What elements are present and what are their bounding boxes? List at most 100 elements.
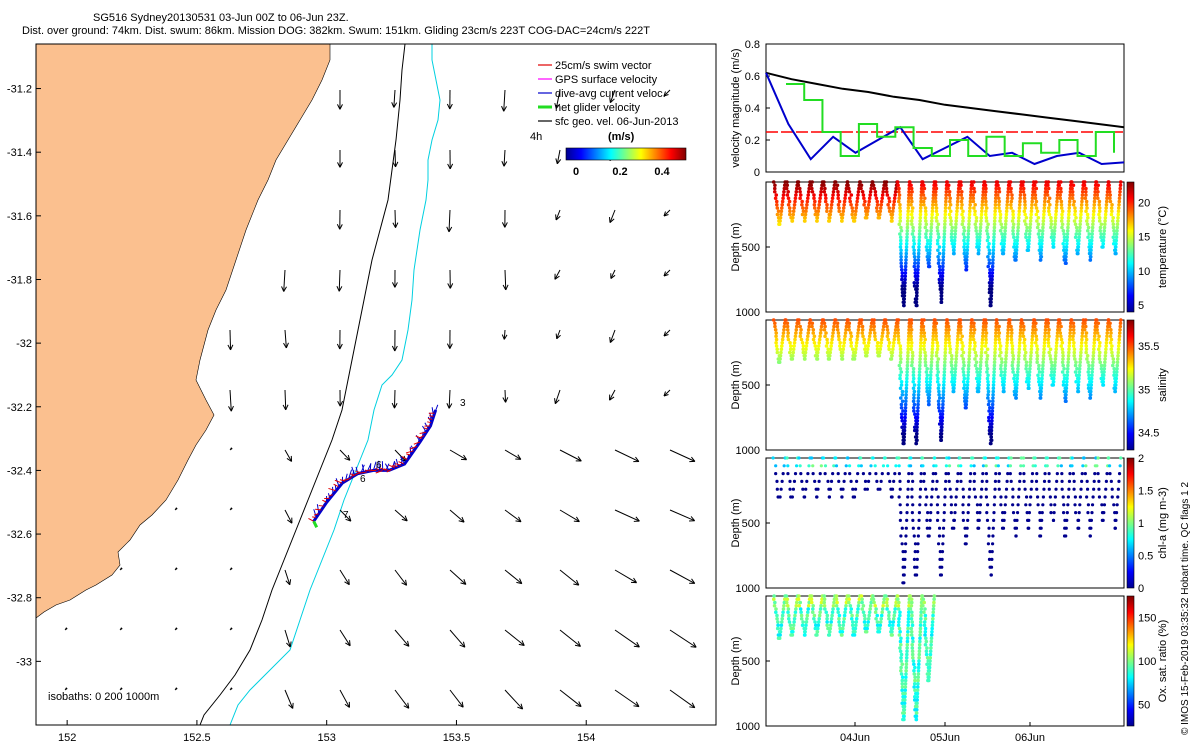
- profile-sample: [875, 199, 880, 204]
- swim-vector: [334, 479, 343, 484]
- profile-sample: [1078, 363, 1082, 368]
- profile-sample: [969, 186, 974, 191]
- profile-sample: [1073, 235, 1078, 240]
- velocity-arrow: [284, 689, 294, 709]
- profile-sample: [1071, 344, 1076, 348]
- profile-sample: [1085, 357, 1089, 361]
- profile-sample: [864, 215, 869, 220]
- profile-sample: [993, 340, 998, 345]
- profile-sample: [981, 189, 986, 194]
- profile-sample: [905, 646, 909, 650]
- velocity-arrow: [609, 209, 616, 223]
- profile-sample: [899, 636, 903, 641]
- y-tick-label: 0.8: [745, 39, 760, 51]
- profile-sample: [1015, 376, 1020, 381]
- profile-sample: [944, 196, 948, 201]
- profile-sample: [875, 620, 880, 624]
- profile-sample: [900, 675, 905, 680]
- profile-sample: [888, 620, 892, 624]
- profile-sample: [916, 675, 921, 680]
- profile-sample: [928, 659, 932, 663]
- profile-sample: [979, 209, 984, 214]
- profile-sample: [952, 238, 957, 243]
- profile-sample: [1077, 376, 1081, 381]
- profile-sample: [897, 495, 901, 499]
- profile-sample: [899, 510, 903, 515]
- velocity-arrowhead: [554, 273, 560, 280]
- profile-sample: [1117, 340, 1121, 345]
- profile-sample: [1041, 353, 1046, 358]
- profile-sample: [1072, 347, 1077, 352]
- profile-sample: [949, 360, 954, 365]
- profile-sample: [959, 193, 964, 197]
- profile-sample: [835, 183, 840, 188]
- profile-sample: [1036, 503, 1040, 507]
- profile-sample: [923, 209, 928, 214]
- profile-sample: [855, 479, 859, 483]
- profile-sample: [794, 189, 799, 194]
- profile-sample: [1014, 251, 1019, 256]
- profile-sample: [1067, 344, 1072, 348]
- profile-sample: [971, 456, 975, 460]
- profile-sample: [999, 366, 1003, 371]
- profile-sample: [1068, 196, 1072, 201]
- profile-sample: [898, 232, 902, 236]
- profile-sample: [1065, 373, 1070, 378]
- profile-sample: [916, 405, 920, 410]
- profile-sample: [1021, 180, 1026, 184]
- profile-sample: [1079, 350, 1083, 355]
- profile-sample: [1025, 225, 1029, 230]
- profile-sample: [900, 685, 905, 689]
- profile-sample: [902, 303, 906, 308]
- profile-sample: [1046, 318, 1050, 322]
- profile-sample: [909, 456, 913, 460]
- profile-sample: [861, 193, 866, 197]
- velocity-arrow: [284, 569, 291, 585]
- profile-sample: [1096, 189, 1100, 194]
- profile-sample: [903, 412, 908, 417]
- profile-sample: [1052, 510, 1056, 515]
- profile-sample: [943, 215, 947, 220]
- profile-sample: [1002, 235, 1007, 240]
- profile-sample: [941, 251, 946, 256]
- profile-sample: [960, 212, 964, 217]
- profile-sample: [840, 629, 845, 634]
- profile-sample: [847, 327, 851, 332]
- profile-sample: [1038, 396, 1043, 400]
- profile-sample: [1115, 366, 1119, 371]
- profile-sample: [1088, 389, 1093, 394]
- profile-sample: [859, 186, 863, 191]
- profile-sample: [893, 327, 898, 332]
- profile-sample: [1093, 189, 1098, 194]
- profile-sample: [960, 334, 965, 339]
- profile-sample: [961, 344, 965, 348]
- profile-sample: [943, 353, 947, 358]
- profile-sample: [855, 610, 860, 615]
- profile-sample: [875, 209, 879, 214]
- profile-sample: [1054, 202, 1059, 207]
- profile-sample: [1090, 370, 1094, 374]
- profile-sample: [910, 360, 914, 365]
- profile-sample: [1096, 456, 1100, 460]
- profile-sample: [1009, 334, 1014, 339]
- profile-sample: [917, 659, 921, 663]
- profile-sample: [794, 193, 798, 197]
- profile-sample: [993, 206, 998, 210]
- profile-sample: [850, 206, 854, 210]
- profile-sample: [1101, 373, 1106, 378]
- velocity-arrowhead: [283, 342, 289, 349]
- profile-sample: [984, 334, 988, 339]
- profile-sample: [1055, 479, 1059, 483]
- y-tick-label: -32: [16, 338, 32, 350]
- profile-sample: [924, 212, 928, 217]
- profile-sample: [902, 297, 907, 301]
- profile-sample: [915, 280, 920, 285]
- profile-sample: [1001, 389, 1006, 394]
- profile-sample: [971, 324, 976, 329]
- profile-sample: [912, 254, 917, 259]
- profile-sample: [1071, 321, 1076, 326]
- velocity-arrowhead: [401, 579, 408, 586]
- profile-sample: [1061, 495, 1065, 499]
- profile-sample: [1040, 366, 1045, 371]
